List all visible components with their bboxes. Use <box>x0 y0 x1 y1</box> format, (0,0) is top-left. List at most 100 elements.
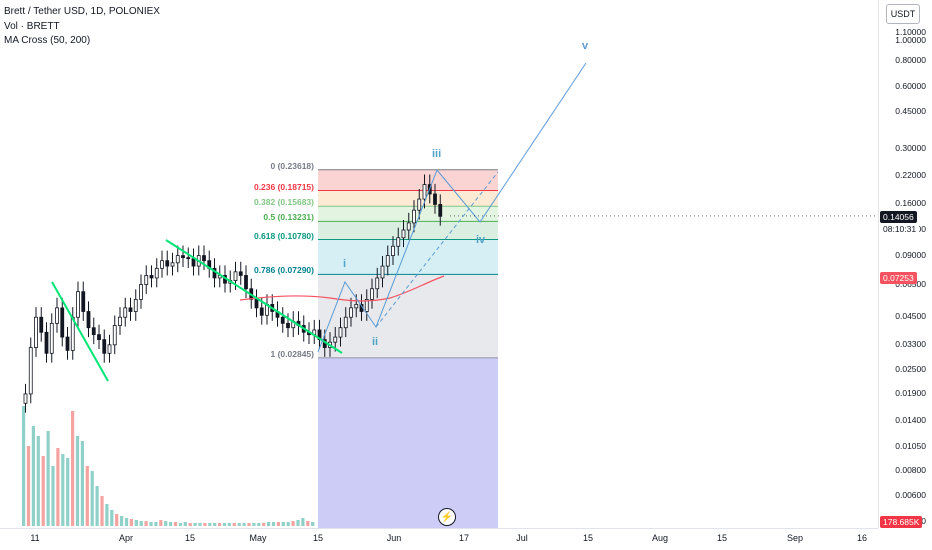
candle-body <box>154 267 159 279</box>
candle-body <box>412 209 416 224</box>
candle-body <box>28 347 33 395</box>
volume-bar <box>306 521 310 526</box>
volume-bar <box>100 496 104 526</box>
candle-body <box>191 258 196 267</box>
candle-body <box>49 322 54 354</box>
fib-level-label: 0.618 (0.10780) <box>253 230 314 241</box>
volume-bar <box>169 522 173 526</box>
wave-channel-line <box>375 171 499 328</box>
lightning-icon[interactable]: ⚡ <box>438 508 456 526</box>
candle-body <box>380 265 385 279</box>
trendline-1 <box>51 281 109 382</box>
fib-zone <box>318 190 498 207</box>
volume-bar <box>252 523 256 526</box>
volume-bar <box>105 504 109 526</box>
volume-bar <box>56 448 60 526</box>
volume-bar <box>208 523 212 526</box>
candle-body <box>175 255 180 264</box>
wave-label: iii <box>432 148 442 160</box>
candle-body <box>160 260 164 269</box>
candle-body <box>259 307 264 316</box>
candle-body <box>406 222 411 231</box>
fib-zone <box>318 274 498 359</box>
candle-body <box>244 275 248 290</box>
candle-body <box>438 204 443 217</box>
candle-body <box>65 336 70 351</box>
price-tick-label: 0.02500 <box>895 363 926 374</box>
price-axis-separator <box>878 0 879 528</box>
price-tick-label: 0.01050 <box>895 440 926 451</box>
fib-level-label: 1 (0.02845) <box>270 349 314 359</box>
price-tick-label: 0.09000 <box>895 249 926 260</box>
candle-body <box>181 255 185 259</box>
countdown-tag: 08:10:31 <box>880 223 920 235</box>
fib-level-label: 0.786 (0.07290) <box>253 265 314 276</box>
volume-bar <box>178 523 182 526</box>
volume-bar <box>198 523 202 526</box>
volume-bar <box>90 471 94 526</box>
ma-cross-indicator-label[interactable]: MA Cross (50, 200) <box>4 35 91 46</box>
candle-body <box>370 288 374 300</box>
volume-bar <box>22 406 26 526</box>
symbol-title: Brett / Tether USD, 1D, POLONIEX <box>4 6 160 17</box>
volume-bar <box>242 523 246 526</box>
volume-bar <box>271 522 276 526</box>
volume-bar <box>188 523 192 526</box>
volume-bar <box>222 523 227 526</box>
candle-body <box>186 257 191 260</box>
time-tick-label: 15 <box>184 533 196 543</box>
volume-bar <box>213 523 217 526</box>
candle-body <box>86 311 91 329</box>
volume-bar <box>218 523 222 526</box>
wave-label: i <box>343 258 347 270</box>
volume-bar <box>115 514 119 526</box>
fib-level-label: 0.5 (0.13231) <box>263 212 314 223</box>
volume-bar <box>85 466 89 526</box>
volume-bar <box>75 436 80 526</box>
currency-button[interactable]: USDT <box>886 4 920 24</box>
trendline-2 <box>165 239 343 354</box>
volume-bar <box>26 446 31 526</box>
fib-level-label: 0.236 (0.18715) <box>253 181 314 192</box>
volume-bar <box>164 521 168 526</box>
candle-body <box>34 316 38 348</box>
time-tick-label: Sep <box>786 533 804 543</box>
candle-body <box>76 291 80 318</box>
candle-body <box>170 262 175 267</box>
price-tick-label: 1.00000 <box>895 35 926 46</box>
candle-body <box>254 298 259 309</box>
candle-body <box>107 344 112 354</box>
volume-bar <box>296 520 300 526</box>
volume-bar <box>95 486 99 526</box>
candle-body <box>202 255 206 262</box>
volume-indicator-label[interactable]: Vol · BRETT <box>4 21 60 32</box>
candle-body <box>118 316 122 326</box>
volume-bar <box>129 519 133 526</box>
volume-bar <box>311 522 315 526</box>
volume-value-tag: 178.685K <box>880 516 923 528</box>
time-tick-label: 15 <box>312 533 324 543</box>
time-tick-label: 17 <box>458 533 470 543</box>
volume-bar <box>286 522 290 526</box>
volume-bar <box>46 431 50 526</box>
candle-body <box>165 260 170 267</box>
volume-bar <box>159 520 163 526</box>
volume-bar <box>173 522 178 526</box>
candle-body <box>55 307 59 324</box>
volume-bar <box>227 523 231 526</box>
time-tick-label: Jun <box>386 533 402 543</box>
fib-level-label: 0.382 (0.15683) <box>253 197 314 208</box>
volume-bar <box>232 523 236 526</box>
fib-zone <box>318 206 498 222</box>
volume-bar <box>149 522 153 526</box>
volume-bar <box>257 523 261 526</box>
price-tick-label: 0.60000 <box>895 80 926 91</box>
price-tick-label: 0.16000 <box>895 198 926 209</box>
volume-bar <box>31 426 35 526</box>
wave-label: v <box>582 40 589 52</box>
price-tick-label: 0.01900 <box>895 387 926 398</box>
candle-body <box>23 393 28 404</box>
volume-bar <box>237 523 241 526</box>
wave-label: ii <box>372 336 379 348</box>
